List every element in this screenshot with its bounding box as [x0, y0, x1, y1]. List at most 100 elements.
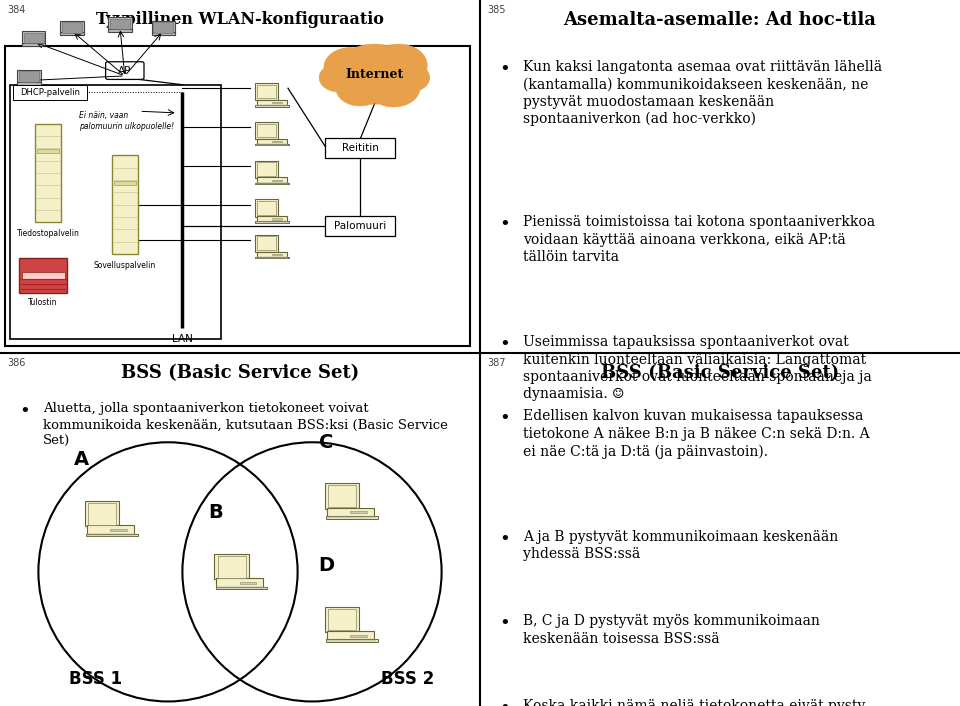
Text: Useimmissa tapauksissa spontaaniverkot ovat
kuitenkin luonteeltaan väliaikaisia:: Useimmissa tapauksissa spontaaniverkot o… [523, 335, 872, 401]
Text: D: D [319, 556, 334, 575]
Text: Reititin: Reititin [342, 143, 378, 153]
FancyBboxPatch shape [324, 484, 359, 509]
FancyBboxPatch shape [256, 216, 287, 222]
Text: Tyypillinen WLAN-konfiguraatio: Tyypillinen WLAN-konfiguraatio [96, 11, 384, 28]
FancyBboxPatch shape [218, 556, 246, 578]
FancyBboxPatch shape [108, 28, 132, 32]
Text: Koska kaikki nämä neljä tietokonetta eivät pysty
kommunikoimaan samanaikaisesti : Koska kaikki nämä neljä tietokonetta eiv… [523, 699, 873, 706]
FancyBboxPatch shape [326, 631, 373, 640]
Text: BSS 1: BSS 1 [69, 671, 123, 688]
FancyBboxPatch shape [214, 554, 249, 580]
Circle shape [392, 64, 429, 92]
Circle shape [324, 47, 376, 86]
FancyBboxPatch shape [35, 124, 61, 222]
Text: Sovelluspalvelin: Sovelluspalvelin [94, 261, 156, 270]
FancyBboxPatch shape [60, 20, 84, 34]
FancyBboxPatch shape [255, 257, 289, 258]
Text: 386: 386 [7, 359, 26, 369]
FancyBboxPatch shape [111, 155, 138, 254]
FancyBboxPatch shape [13, 85, 87, 100]
FancyBboxPatch shape [256, 177, 287, 183]
FancyBboxPatch shape [324, 607, 359, 633]
FancyBboxPatch shape [255, 222, 289, 223]
Text: BSS (Basic Service Set): BSS (Basic Service Set) [121, 364, 359, 381]
FancyBboxPatch shape [110, 18, 130, 29]
Text: C: C [320, 433, 333, 452]
Text: •: • [19, 402, 30, 420]
FancyBboxPatch shape [152, 32, 175, 35]
Text: Ei näin, vaan
palomuurin ulkopuolelle!: Ei näin, vaan palomuurin ulkopuolelle! [79, 111, 175, 131]
Text: •: • [499, 614, 510, 632]
FancyBboxPatch shape [17, 70, 40, 83]
FancyBboxPatch shape [254, 160, 278, 178]
FancyBboxPatch shape [254, 199, 278, 217]
Text: B, C ja D pystyvät myös kommunikoimaan
keskenään toisessa BSS:ssä: B, C ja D pystyvät myös kommunikoimaan k… [523, 614, 820, 645]
Circle shape [336, 71, 384, 106]
FancyBboxPatch shape [106, 61, 144, 79]
Text: Internet: Internet [346, 68, 403, 80]
FancyBboxPatch shape [350, 511, 367, 513]
FancyBboxPatch shape [256, 100, 287, 105]
Text: Aluetta, jolla spontaaniverkon tietokoneet voivat
kommunikoida keskenään, kutsut: Aluetta, jolla spontaaniverkon tietokone… [43, 402, 448, 448]
Text: 387: 387 [487, 359, 506, 369]
FancyBboxPatch shape [216, 578, 263, 587]
FancyBboxPatch shape [216, 587, 267, 589]
Circle shape [334, 44, 416, 104]
FancyBboxPatch shape [257, 237, 276, 250]
FancyBboxPatch shape [154, 22, 173, 32]
FancyBboxPatch shape [84, 501, 119, 527]
FancyBboxPatch shape [255, 144, 289, 145]
FancyBboxPatch shape [36, 149, 60, 153]
FancyBboxPatch shape [350, 635, 367, 637]
Text: A ja B pystyvät kommunikoimaan keskenään
yhdessä BSS:ssä: A ja B pystyvät kommunikoimaan keskenään… [523, 530, 838, 561]
FancyBboxPatch shape [86, 525, 133, 534]
FancyBboxPatch shape [62, 22, 82, 32]
FancyBboxPatch shape [326, 508, 373, 516]
FancyBboxPatch shape [10, 85, 221, 339]
FancyBboxPatch shape [255, 105, 289, 107]
Text: Tulostin: Tulostin [29, 298, 58, 307]
FancyBboxPatch shape [240, 582, 256, 584]
FancyBboxPatch shape [19, 71, 38, 82]
FancyBboxPatch shape [272, 218, 282, 220]
Circle shape [368, 68, 420, 107]
FancyBboxPatch shape [24, 32, 43, 43]
FancyBboxPatch shape [108, 17, 132, 30]
FancyBboxPatch shape [257, 124, 276, 137]
Text: Tiedostopalvelin: Tiedostopalvelin [16, 229, 80, 239]
FancyBboxPatch shape [256, 138, 287, 144]
FancyBboxPatch shape [22, 42, 45, 46]
FancyBboxPatch shape [272, 253, 282, 255]
FancyBboxPatch shape [326, 516, 377, 518]
Text: Asemalta-asemalle: Ad hoc-tila: Asemalta-asemalle: Ad hoc-tila [564, 11, 876, 28]
Text: •: • [499, 699, 510, 706]
Text: Pienissä toimistoissa tai kotona spontaaniverkkoa
voidaan käyttää ainoana verkko: Pienissä toimistoissa tai kotona spontaa… [523, 215, 876, 264]
FancyBboxPatch shape [324, 216, 396, 236]
FancyBboxPatch shape [324, 138, 396, 158]
FancyBboxPatch shape [5, 46, 470, 346]
FancyBboxPatch shape [152, 20, 175, 34]
FancyBboxPatch shape [272, 179, 282, 181]
FancyBboxPatch shape [257, 201, 276, 215]
Text: 385: 385 [487, 6, 506, 16]
FancyBboxPatch shape [86, 534, 137, 536]
FancyBboxPatch shape [257, 85, 276, 98]
Text: AP: AP [118, 66, 132, 76]
Text: •: • [499, 335, 510, 353]
FancyBboxPatch shape [328, 485, 356, 507]
FancyBboxPatch shape [255, 183, 289, 184]
Text: •: • [499, 409, 510, 427]
FancyBboxPatch shape [326, 640, 377, 642]
FancyBboxPatch shape [21, 272, 65, 279]
FancyBboxPatch shape [113, 181, 136, 185]
FancyBboxPatch shape [19, 258, 67, 293]
Text: Kun kaksi langatonta asemaa ovat riittävän lähellä
(kantamalla) kommunikoidaksee: Kun kaksi langatonta asemaa ovat riittäv… [523, 60, 882, 126]
FancyBboxPatch shape [328, 609, 356, 630]
Text: BSS (Basic Service Set): BSS (Basic Service Set) [601, 364, 839, 381]
FancyBboxPatch shape [272, 140, 282, 142]
FancyBboxPatch shape [60, 32, 84, 35]
Text: •: • [499, 530, 510, 547]
Text: •: • [499, 215, 510, 233]
Text: Edellisen kalvon kuvan mukaisessa tapauksessa
tietokone A näkee B:n ja B näkee C: Edellisen kalvon kuvan mukaisessa tapauk… [523, 409, 870, 459]
FancyBboxPatch shape [257, 162, 276, 176]
